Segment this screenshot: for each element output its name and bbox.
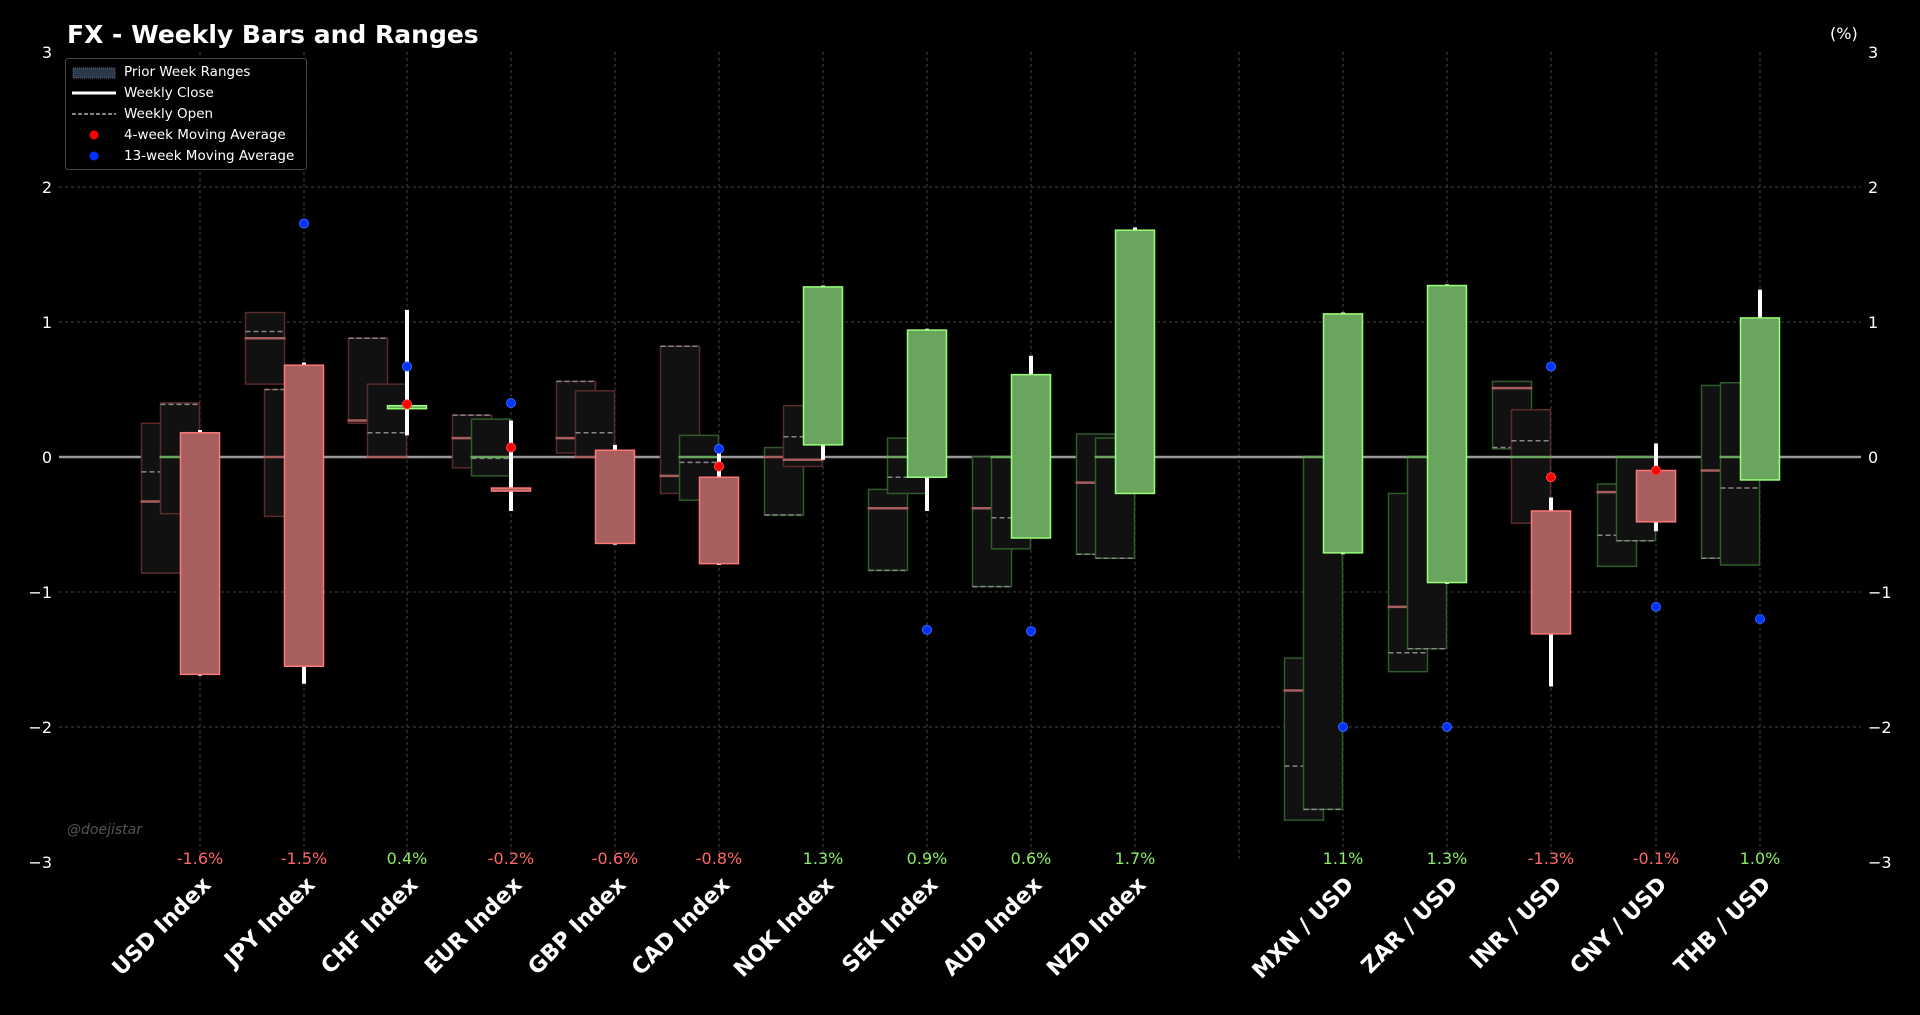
x-category-label: ZAR / USD	[1357, 873, 1463, 979]
x-category-label: NOK Index	[729, 873, 839, 983]
x-category-label: EUR Index	[420, 873, 527, 980]
y-tick-label-right: 2	[1868, 178, 1878, 197]
legend-label-weekly-open: Weekly Open	[124, 106, 214, 122]
weekly-bar	[1114, 229, 1156, 495]
legend-label-ma4: 4-week Moving Average	[124, 127, 286, 143]
percent-change-label: -0.6%	[592, 849, 638, 868]
y-axis-unit-label: (%)	[1830, 24, 1858, 43]
x-category-label: GBP Index	[524, 873, 632, 981]
y-tick-label-right: −1	[1868, 583, 1892, 602]
x-category-label: JPY Index	[219, 873, 321, 975]
ma13-marker	[1442, 722, 1452, 732]
weekly-bar	[1010, 373, 1052, 539]
percent-change-label: 1.7%	[1115, 849, 1156, 868]
weekly-bar	[490, 487, 532, 492]
ma13-marker	[922, 624, 932, 635]
weekly-bar	[1322, 313, 1364, 554]
ma13-marker	[506, 398, 516, 408]
percent-change-label: -0.8%	[696, 849, 742, 868]
ma13-marker	[299, 218, 309, 229]
y-tick-label-left: 0	[42, 448, 52, 467]
y-tick-label-right: 1	[1868, 313, 1878, 332]
weekly-bar	[283, 364, 325, 667]
x-category-label: CNY / USD	[1566, 873, 1673, 980]
percent-change-label: 1.0%	[1740, 849, 1781, 868]
ma4-marker	[506, 442, 516, 453]
percent-change-label: -1.5%	[281, 849, 327, 868]
y-tick-label-left: 1	[42, 313, 52, 332]
prior-week-range-box	[574, 390, 616, 458]
weekly-bar	[1530, 510, 1572, 635]
ma4-marker	[714, 461, 724, 472]
x-category-label: CAD Index	[627, 873, 735, 981]
legend-label-prior-week-ranges: Prior Week Ranges	[124, 64, 251, 80]
ma4-marker	[1546, 472, 1556, 483]
y-tick-label-right: 0	[1868, 448, 1878, 467]
weekly-bar	[179, 431, 221, 676]
y-tick-label-left: −2	[28, 718, 52, 737]
percent-change-label: 1.3%	[1427, 849, 1468, 868]
percent-change-label: 0.4%	[387, 849, 428, 868]
ma13-marker	[1651, 601, 1661, 612]
weekly-bar	[1426, 284, 1468, 584]
x-category-label: AUD Index	[938, 873, 1047, 982]
ma4-marker	[1651, 465, 1661, 476]
prior-week-range-box	[366, 383, 408, 458]
weekly-bar	[1739, 317, 1781, 481]
x-category-label: MXN / USD	[1248, 873, 1359, 984]
legend: Prior Week Ranges Weekly Close Weekly Op…	[65, 58, 307, 170]
prior-week-range-box	[1510, 409, 1552, 524]
ma4-marker	[402, 399, 412, 410]
x-category-label: SEK Index	[838, 873, 944, 979]
x-category-label: THB / USD	[1670, 873, 1776, 979]
legend-weekly-close-line	[72, 91, 116, 95]
prior-week-range-box	[470, 418, 512, 477]
y-tick-label-right: −3	[1868, 853, 1892, 872]
legend-ma4-marker	[89, 130, 99, 140]
ma13-marker	[1755, 614, 1765, 624]
percent-change-label: 1.1%	[1323, 849, 1364, 868]
weekly-bar	[1635, 469, 1677, 523]
ma13-marker	[714, 443, 724, 454]
chart-title: FX - Weekly Bars and Ranges	[67, 20, 479, 49]
percent-change-label: 0.6%	[1011, 849, 1052, 868]
ma13-marker	[402, 361, 412, 372]
watermark: @doejistar	[67, 822, 142, 838]
percent-change-label: 1.3%	[803, 849, 844, 868]
prior-week-range-box	[867, 488, 909, 572]
y-tick-label-right: 3	[1868, 43, 1878, 62]
legend-weekly-open-line	[72, 113, 116, 115]
y-tick-label-left: −3	[28, 853, 52, 872]
percent-change-label: 0.9%	[907, 849, 948, 868]
y-tick-label-right: −2	[1868, 718, 1892, 737]
ma13-marker	[1338, 722, 1348, 732]
weekly-bar	[906, 329, 948, 478]
legend-prior-range-swatch	[72, 67, 116, 79]
y-tick-label-left: 2	[42, 178, 52, 197]
percent-change-label: -0.2%	[488, 849, 534, 868]
legend-ma13-marker	[89, 151, 99, 161]
weekly-bar	[698, 476, 740, 565]
legend-label-weekly-close: Weekly Close	[124, 85, 214, 101]
weekly-bar	[594, 449, 636, 545]
ma13-marker	[1026, 626, 1036, 637]
x-category-label: INR / USD	[1466, 873, 1568, 975]
x-category-label: USD Index	[108, 873, 216, 981]
weekly-bar	[802, 286, 844, 446]
legend-label-ma13: 13-week Moving Average	[124, 148, 295, 164]
percent-change-label: -1.3%	[1528, 849, 1574, 868]
percent-change-label: -1.6%	[177, 849, 223, 868]
ma13-marker	[1546, 361, 1556, 372]
prior-week-range-box	[244, 311, 286, 385]
x-category-label: CHF Index	[317, 873, 424, 980]
percent-change-label: -0.1%	[1633, 849, 1679, 868]
y-tick-label-left: −1	[28, 583, 52, 602]
y-tick-label-left: 3	[42, 43, 52, 62]
x-category-label: NZD Index	[1042, 873, 1151, 982]
